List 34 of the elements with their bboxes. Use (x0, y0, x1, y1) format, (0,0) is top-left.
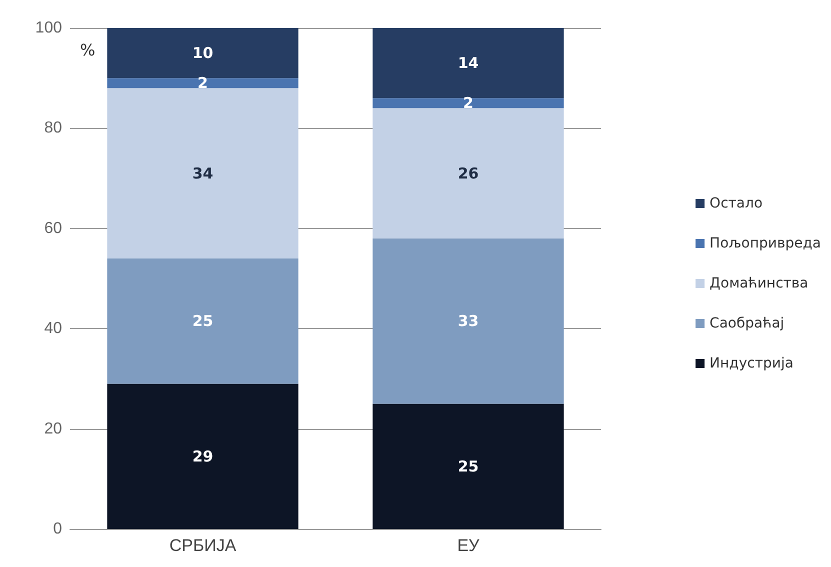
data-label: 29 (192, 447, 214, 466)
y-tick-label: 60 (44, 220, 62, 237)
data-label: 33 (458, 312, 479, 330)
bar (107, 258, 298, 384)
y-tick-label: 0 (53, 520, 62, 538)
legend-label: Индустрија (710, 356, 794, 372)
bar (372, 28, 564, 98)
bar (107, 88, 298, 258)
y-tick-label: 40 (44, 320, 62, 338)
data-label: 2 (198, 74, 208, 92)
bar (372, 98, 564, 108)
bar (107, 384, 298, 529)
bar (107, 78, 298, 88)
bar (372, 108, 564, 238)
legend-label: Домаћинства (710, 276, 808, 292)
x-tick-label: СРБИЈА (169, 536, 237, 555)
y-tick-label: 80 (44, 120, 62, 137)
bar (372, 404, 564, 529)
data-label: 2 (463, 94, 474, 112)
data-label: 34 (192, 164, 214, 182)
y-tick-label: 20 (44, 420, 62, 438)
data-label: 14 (458, 54, 479, 72)
legend-label: Саобраћај (710, 316, 784, 332)
y-tick-label: 100 (35, 20, 62, 36)
x-tick-label: ЕУ (457, 536, 480, 555)
data-label: 25 (192, 312, 214, 330)
legend-label: Остало (710, 196, 763, 212)
bar (372, 238, 564, 404)
legend-label: Пољопривреда (710, 236, 822, 252)
data-label: 25 (458, 457, 479, 476)
data-label: 26 (458, 164, 479, 182)
bar (107, 28, 298, 78)
data-label: 10 (192, 44, 214, 62)
y-axis-title: % (80, 40, 96, 60)
